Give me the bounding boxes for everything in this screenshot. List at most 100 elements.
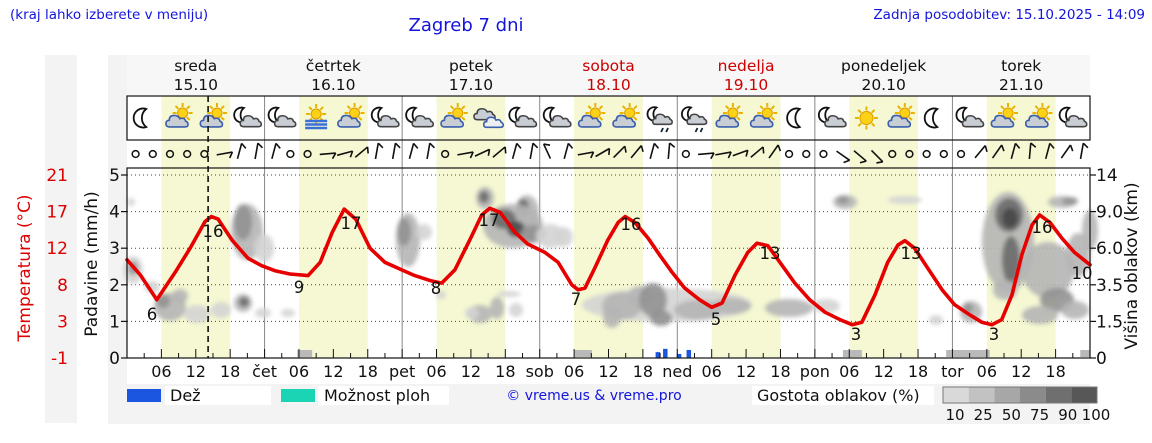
sun-ray [633,116,638,121]
wind-barb [216,151,234,159]
wind-barb [563,142,574,160]
hour-label: 12 [873,362,893,381]
sun-ray [908,116,913,121]
barb-feather [608,148,611,156]
wind-barb [750,146,765,158]
weather-icons-row [132,103,1088,133]
temp-label: 17 [341,214,362,233]
sun-ray [725,105,730,110]
cloud-shape [514,114,538,128]
rain-mark [660,127,664,133]
barb-feather [843,159,850,164]
barb-feather [366,146,369,154]
sun-cloud-icon [440,103,468,128]
density-scale-border [942,386,1098,404]
cloud-shape [548,114,572,128]
barb-feather [487,149,491,156]
cloud-blob [837,196,849,204]
sun-ray [346,105,352,110]
temp-tick-label: -1 [51,349,68,369]
temp-label: 9 [294,278,305,297]
cloud-axis-title: Višina oblakov (km) [1122,182,1142,349]
hour-label: 18 [358,362,378,381]
density-step [943,387,969,403]
sun-ray [1011,116,1016,121]
hour-label: 18 [220,362,240,381]
hour-label: 06 [426,362,446,381]
cloud-tick-label: 0 [1096,349,1107,369]
day-date: 18.10 [586,76,630,94]
density-step [1020,387,1046,403]
barb-staff [236,143,243,160]
barb-staff [1044,143,1051,160]
barb-staff [391,143,397,160]
wind-barb [1028,142,1037,160]
cloud-shape [686,113,708,126]
barb-staff [612,145,626,159]
barb-staff [336,150,353,157]
barb-feather [1069,144,1074,152]
barb-feather [727,151,732,159]
sun-ray [461,105,466,110]
clouds-icon [473,107,505,129]
barb-staff [667,142,671,160]
sun-ray [857,109,862,114]
moon-cloud-icon [542,106,572,128]
sun-ray [358,116,363,121]
moon-cloud-icon [405,106,435,128]
calm-circle [922,149,931,159]
barb-staff [1028,142,1032,160]
page-title: Zagreb 7 dni [408,15,523,36]
cloud-blob [765,299,813,317]
wind-barb [870,149,884,164]
sun-cloud-icon [199,103,227,128]
temp-axis-title: Temperatura (°C) [15,194,35,342]
barb-feather [377,142,384,149]
rain-bar [655,352,661,358]
cloud-shape [273,114,297,128]
temperature-curve-layer [125,206,1092,327]
sun-ray [1034,105,1039,110]
density-step-label: 75 [1030,406,1049,424]
sun-ray [220,105,225,110]
cloud-shape [961,114,985,128]
moon-icon [132,107,149,129]
barb-staff [492,146,506,158]
cloud-shape [990,114,1015,128]
day-name: sobota [582,57,634,75]
wind-barb [649,142,660,160]
cloud-shape [577,114,602,128]
barb-staff [563,143,570,160]
barb-feather [241,142,247,149]
wind-barb [1079,142,1089,160]
day-name: nedelja [718,57,775,75]
barb-feather [394,142,401,149]
day-date: 15.10 [174,76,218,94]
day-date: 17.10 [449,76,493,94]
precip-tick-label: 0 [109,349,120,369]
sun-ray [871,122,876,127]
sun-disc [859,111,874,125]
cloud-blob [239,297,249,307]
hour-label: 18 [908,362,928,381]
hour-label: 12 [186,362,206,381]
barb-staff [853,150,867,162]
cloud-blob [603,306,621,328]
cloud-density-scale: 10 25 50 75 90 100 [942,386,1110,424]
hour-label: 18 [1045,362,1065,381]
sun-ray [186,116,191,121]
calm-circle [440,149,450,159]
cloud-shape [715,114,740,128]
wind-barb [595,147,611,158]
barb-feather [710,152,715,160]
cloud-blob [553,227,573,247]
barb-staff [577,151,594,156]
temp-label: 10 [1072,264,1093,283]
wind-barb [254,142,264,160]
wind-barb [319,152,337,160]
barb-feather [275,142,281,149]
cloud-blob [1022,306,1058,324]
temp-label: 13 [901,244,922,263]
barb-staff [870,149,884,163]
